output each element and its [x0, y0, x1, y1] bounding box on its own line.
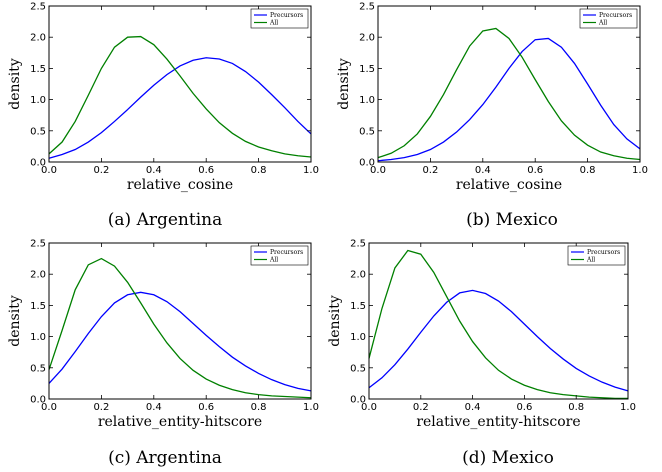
legend-label-precursors: Precursors: [599, 12, 632, 19]
x-tick-label: 0.6: [198, 165, 214, 176]
x-tick-label: 0.0: [370, 165, 386, 176]
y-tick-label: 0.5: [30, 126, 46, 137]
x-tick-label: 1.0: [620, 402, 636, 413]
chart-panel-1: 0.0 0.2 0.4 0.6 0.8 1.0 0.0 0.5 1.0 1.5 2.0 2.5 rela…: [336, 2, 648, 231]
x-tick-label: 0.0: [41, 402, 57, 413]
plot-frame: [377, 5, 641, 163]
x-tick-label: 1.0: [303, 402, 319, 413]
x-tick-label: 1.0: [303, 165, 319, 176]
legend-box: [567, 245, 626, 266]
series-line-precursors: [48, 57, 312, 159]
x-tick-label: 0.4: [475, 165, 491, 176]
x-axis-label: relative_cosine: [456, 177, 562, 193]
series-line-precursors: [368, 289, 629, 392]
y-axis-label: density: [336, 58, 352, 110]
y-tick-label: 0.0: [30, 158, 46, 169]
legend-label-all: All: [598, 20, 607, 27]
subfigure-caption: (b) Mexico: [466, 210, 558, 230]
y-axis-label: density: [7, 58, 23, 110]
x-tick-label: 0.4: [465, 402, 481, 413]
series-line-all: [48, 35, 312, 158]
y-axis-label: density: [7, 295, 23, 347]
legend-label-precursors: Precursors: [270, 12, 303, 19]
y-tick-label: 2.5: [30, 2, 46, 13]
y-tick-label: 2.5: [30, 239, 46, 250]
y-tick-label: 0.5: [30, 363, 46, 374]
x-tick-label: 0.0: [41, 165, 57, 176]
x-axis-label: relative_cosine: [127, 177, 233, 193]
legend-label-all: All: [269, 257, 278, 264]
y-tick-label: 2.5: [359, 2, 375, 13]
x-tick-label: 0.8: [568, 402, 584, 413]
y-tick-label: 0.5: [350, 363, 366, 374]
legend-label-precursors: Precursors: [587, 249, 620, 256]
y-tick-label: 1.5: [30, 301, 46, 312]
y-tick-label: 2.5: [350, 239, 366, 250]
x-tick-label: 0.2: [93, 402, 109, 413]
y-tick-label: 2.0: [350, 270, 366, 281]
x-tick-label: 0.2: [422, 165, 438, 176]
x-tick-label: 0.8: [251, 165, 267, 176]
x-tick-label: 0.4: [146, 165, 162, 176]
y-tick-label: 1.5: [30, 64, 46, 75]
subfigure-caption: (a) Argentina: [108, 210, 222, 230]
y-tick-label: 0.0: [359, 158, 375, 169]
chart-panel-3: 0.0 0.2 0.4 0.6 0.8 1.0 0.0 0.5 1.0 1.5 2.0 2.5 rela…: [327, 239, 636, 469]
chart-panel-0: 0.0 0.2 0.4 0.6 0.8 1.0 0.0 0.5 1.0 1.5 2.0 2.5 rela…: [7, 2, 319, 231]
series-line-all: [368, 249, 628, 400]
x-tick-label: 1.0: [632, 165, 648, 176]
x-tick-label: 0.0: [361, 402, 377, 413]
x-tick-label: 0.8: [251, 402, 267, 413]
x-tick-label: 0.6: [198, 402, 214, 413]
y-tick-label: 0.5: [359, 126, 375, 137]
series-line-precursors: [377, 37, 641, 162]
series-line-all: [48, 257, 312, 399]
series-line-precursors: [48, 291, 312, 392]
plot-frame: [368, 242, 629, 400]
legend-label-precursors: Precursors: [270, 249, 303, 256]
x-tick-label: 0.4: [146, 402, 162, 413]
y-tick-label: 2.0: [30, 270, 46, 281]
y-axis-label: density: [327, 295, 343, 347]
legend-label-all: All: [269, 20, 278, 27]
chart-panel-2: 0.0 0.2 0.4 0.6 0.8 1.0 0.0 0.5 1.0 1.5 2.0 2.5 rela…: [7, 239, 319, 469]
y-tick-label: 1.0: [359, 95, 375, 106]
y-tick-label: 0.0: [350, 395, 366, 406]
x-tick-label: 0.2: [93, 165, 109, 176]
subfigure-caption: (c) Argentina: [108, 448, 222, 468]
y-tick-label: 1.0: [30, 332, 46, 343]
y-tick-label: 0.0: [30, 395, 46, 406]
plot-frame: [48, 242, 312, 400]
legend-label-all: All: [586, 257, 595, 264]
y-tick-label: 2.0: [30, 33, 46, 44]
x-tick-label: 0.2: [413, 402, 429, 413]
plot-frame: [48, 5, 312, 163]
subfigure-caption: (d) Mexico: [462, 448, 554, 468]
x-axis-label: relative_entity-hitscore: [416, 414, 580, 430]
y-tick-label: 1.0: [30, 95, 46, 106]
legend-box: [579, 8, 638, 29]
y-tick-label: 1.0: [350, 332, 366, 343]
y-tick-label: 2.0: [359, 33, 375, 44]
legend-box: [250, 8, 309, 29]
y-tick-label: 1.5: [359, 64, 375, 75]
x-axis-label: relative_entity-hitscore: [98, 414, 262, 430]
x-tick-label: 0.6: [516, 402, 532, 413]
series-line-all: [377, 27, 641, 161]
x-tick-label: 0.8: [580, 165, 596, 176]
legend-box: [250, 245, 309, 266]
x-tick-label: 0.6: [527, 165, 543, 176]
y-tick-label: 1.5: [350, 301, 366, 312]
